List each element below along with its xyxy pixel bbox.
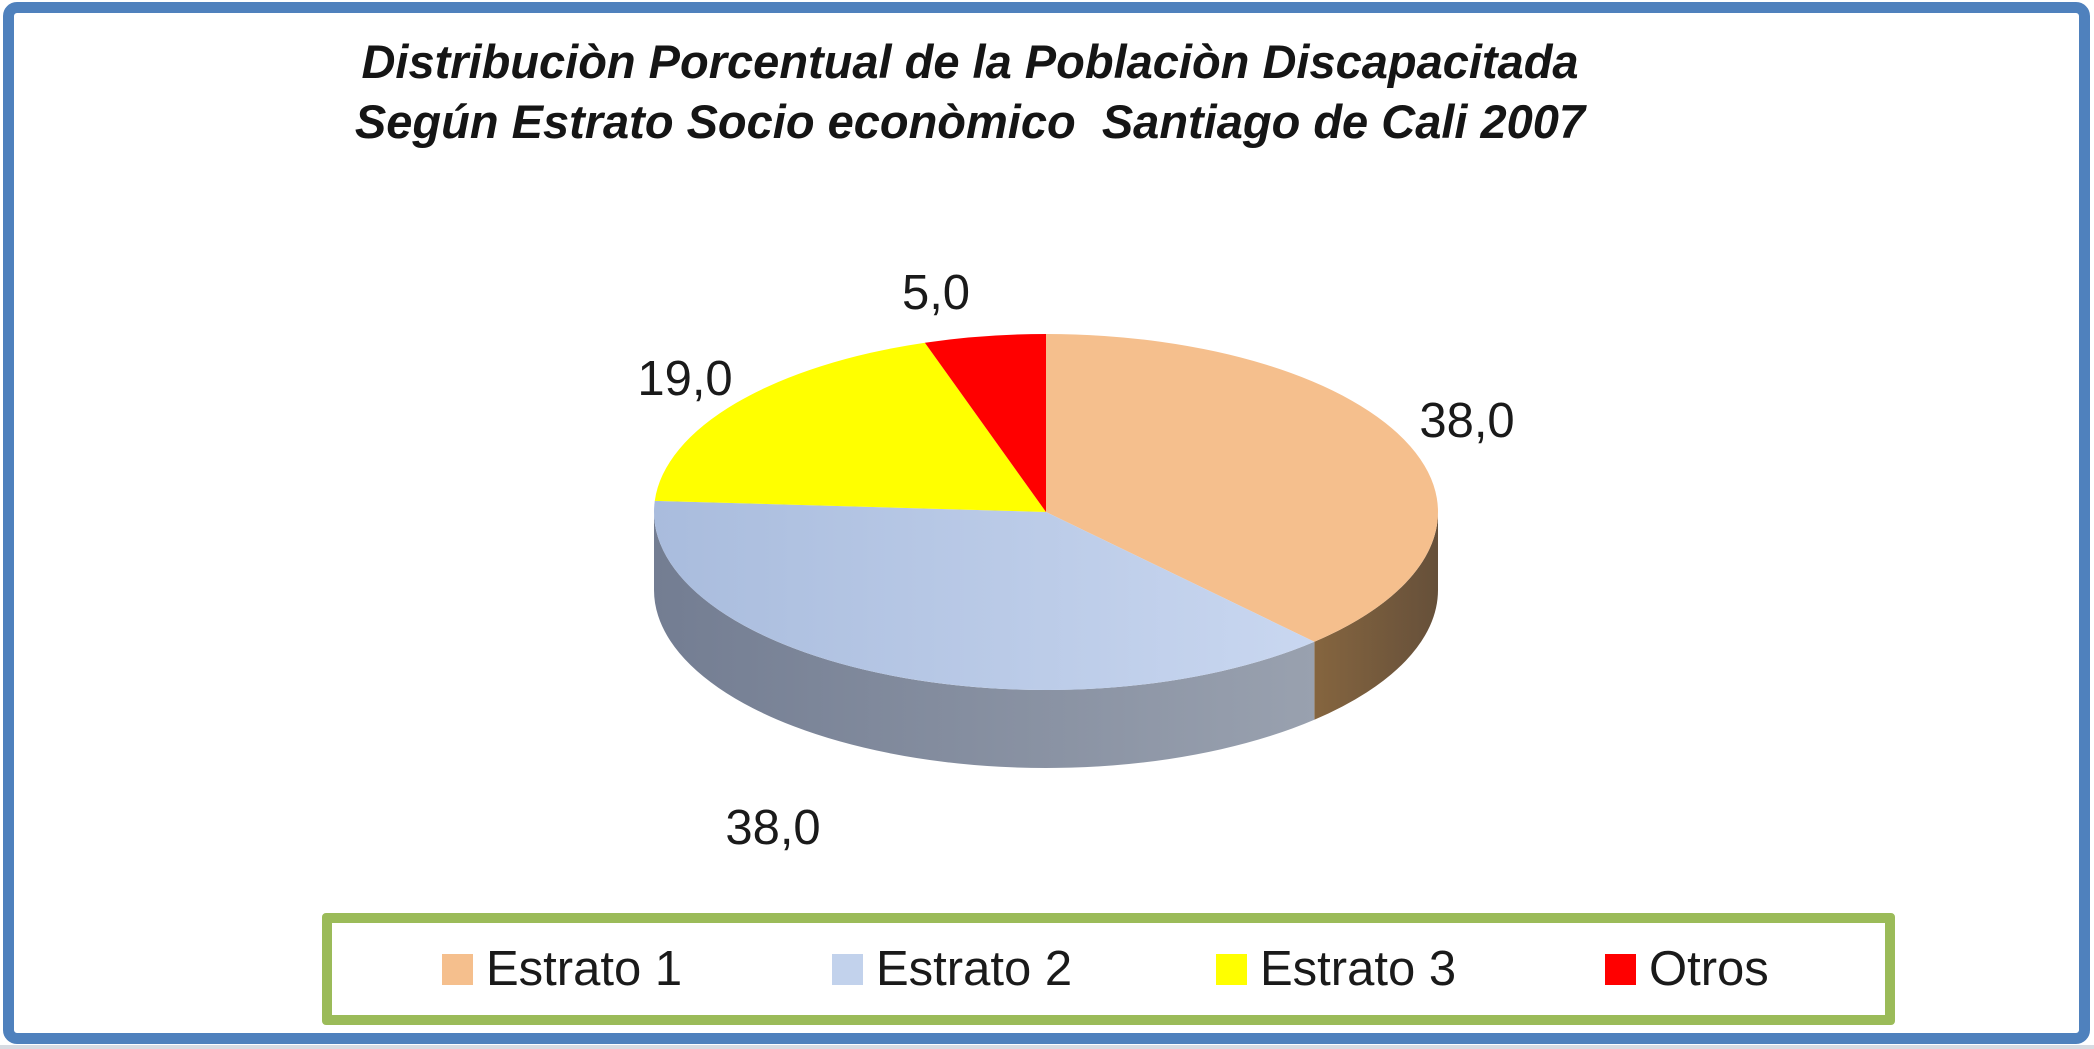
legend-box: Estrato 1 Estrato 2 Estrato 3 Otros xyxy=(322,913,1895,1025)
data-label-estrato-3: 19,0 xyxy=(637,352,733,406)
chart-title: Distribuciòn Porcentual de la Poblaciòn … xyxy=(60,32,1880,152)
pie-slice-estrato-1 xyxy=(1046,334,1439,642)
legend-label-otros: Otros xyxy=(1649,942,1769,996)
pie-slice-estrato-2 xyxy=(653,500,1315,691)
pie-rim-estrato-2 xyxy=(654,512,1315,769)
pie-slice-estrato-3 xyxy=(654,342,1046,512)
legend-item-estrato-3: Estrato 3 xyxy=(1216,923,1456,1015)
pie-slice-otros xyxy=(924,334,1046,512)
bottom-edge-strip xyxy=(0,1045,2094,1049)
chart-title-line1: Distribuciòn Porcentual de la Poblaciòn … xyxy=(361,35,1579,88)
legend-label-estrato-1: Estrato 1 xyxy=(486,942,683,996)
legend-swatch-otros xyxy=(1605,953,1636,985)
data-label-estrato-2: 38,0 xyxy=(725,801,821,855)
data-label-estrato-1: 38,0 xyxy=(1419,394,1515,448)
pie-rim-estrato-1 xyxy=(1314,512,1438,720)
chart-title-line2: Según Estrato Socio econòmico Santiago d… xyxy=(354,95,1586,148)
legend-label-estrato-3: Estrato 3 xyxy=(1260,942,1457,996)
legend-item-otros: Otros xyxy=(1605,923,1769,1015)
legend-swatch-estrato-1 xyxy=(442,953,473,985)
legend-label-estrato-2: Estrato 2 xyxy=(876,942,1073,996)
legend-swatch-estrato-3 xyxy=(1216,953,1247,985)
legend-item-estrato-2: Estrato 2 xyxy=(832,923,1072,1015)
legend-swatch-estrato-2 xyxy=(832,953,863,985)
data-label-otros: 5,0 xyxy=(901,266,971,320)
legend-item-estrato-1: Estrato 1 xyxy=(442,923,682,1015)
